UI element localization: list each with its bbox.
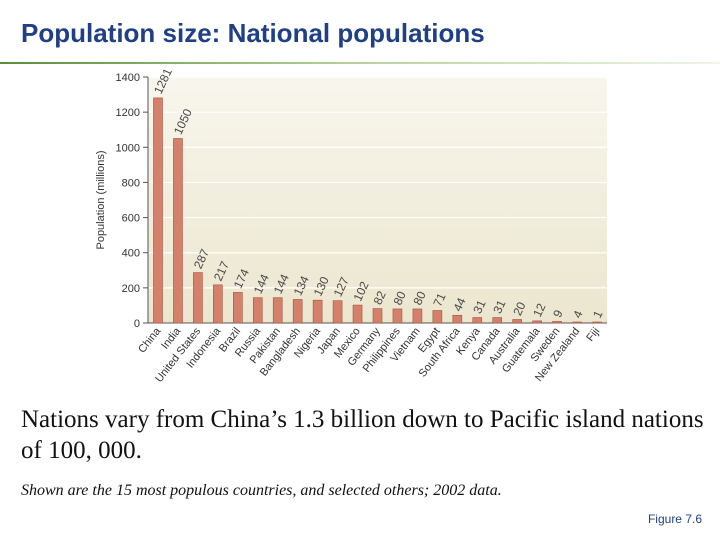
bar (472, 317, 483, 324)
data-label: 31 (470, 298, 488, 316)
data-label: 80 (390, 289, 408, 307)
bar (392, 308, 403, 324)
y-tick-label: 1200 (116, 107, 140, 119)
y-tick-label: 600 (122, 213, 140, 225)
plot-background (148, 77, 607, 323)
y-tick-label: 200 (122, 283, 140, 295)
bar (532, 320, 542, 324)
bar (252, 297, 263, 324)
bar (312, 299, 323, 324)
data-label: 31 (490, 298, 508, 316)
bar (412, 308, 423, 324)
category-label: China (136, 325, 164, 356)
y-tick-label: 1000 (116, 142, 140, 154)
bar (492, 317, 503, 324)
bar (233, 292, 243, 324)
data-label: 20 (510, 299, 528, 317)
bar (272, 297, 283, 324)
bar (512, 319, 522, 324)
bar (552, 321, 562, 324)
bar (292, 299, 303, 324)
figure-label: Figure 7.6 (647, 512, 702, 526)
y-tick-label: 800 (122, 177, 140, 189)
slide-title: Population size: National populations (21, 18, 485, 48)
slide-caption: Nations vary from China’s 1.3 billion do… (21, 406, 704, 464)
y-axis-label: Population (millions) (95, 150, 107, 249)
data-label: 44 (450, 295, 468, 313)
y-tick-label: 0 (134, 318, 140, 330)
data-label: 71 (430, 290, 448, 308)
bar (332, 300, 343, 324)
data-source-note: Shown are the 15 most populous countries… (21, 482, 502, 499)
y-tick-label: 1400 (116, 72, 140, 84)
data-label: 82 (371, 289, 389, 307)
bar (352, 304, 363, 324)
bar (452, 314, 463, 324)
data-label: 80 (410, 289, 428, 307)
category-label: Fiji (584, 325, 602, 343)
y-tick-label: 400 (122, 248, 140, 260)
bar (432, 310, 443, 324)
data-label: 12 (530, 301, 548, 319)
bar (572, 321, 582, 324)
bar (592, 321, 602, 324)
bar (213, 284, 223, 324)
bar (372, 308, 383, 324)
bar (173, 138, 183, 324)
bar (153, 97, 163, 324)
bar (193, 272, 203, 324)
title-divider (0, 62, 720, 64)
